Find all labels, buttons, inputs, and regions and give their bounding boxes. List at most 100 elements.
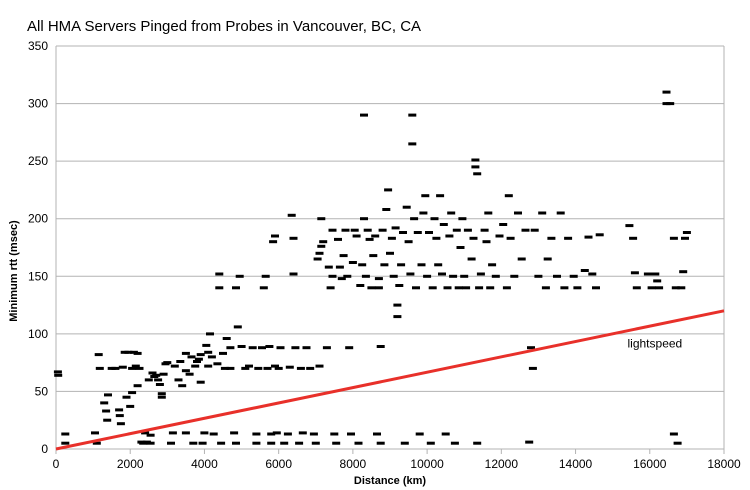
data-point [430, 217, 439, 221]
data-point [350, 228, 359, 232]
y-tick-label: 250 [28, 154, 48, 168]
x-axis-label: Distance (km) [354, 475, 426, 487]
data-point [436, 194, 445, 198]
data-point [204, 350, 213, 354]
data-point [662, 90, 671, 94]
data-point [354, 441, 363, 445]
data-point [573, 286, 582, 290]
data-point [313, 257, 322, 261]
data-point [397, 263, 406, 267]
data-point [135, 366, 144, 370]
data-point [181, 351, 190, 355]
data-point [384, 188, 393, 192]
data-point [237, 345, 246, 348]
data-point [187, 355, 196, 359]
data-point [61, 432, 70, 436]
data-point [463, 228, 472, 232]
data-point [146, 441, 155, 445]
data-point [510, 274, 519, 278]
data-points [53, 90, 691, 445]
data-point [373, 432, 381, 436]
data-point [222, 337, 231, 340]
data-point [220, 366, 229, 370]
data-point [61, 441, 70, 445]
data-point [202, 343, 211, 347]
data-point [295, 441, 304, 445]
data-point [679, 270, 688, 274]
data-point [410, 217, 419, 221]
data-point [287, 213, 296, 217]
data-point [128, 391, 137, 395]
data-point [491, 274, 500, 278]
data-point [217, 441, 226, 445]
data-point [547, 236, 556, 240]
data-point [426, 441, 435, 445]
data-point [360, 113, 368, 117]
data-point [283, 432, 292, 436]
data-point [486, 286, 495, 290]
lightspeed-line-group [55, 309, 725, 451]
data-point [643, 272, 652, 276]
chart-title: All HMA Servers Pinged from Probes in Va… [27, 18, 422, 35]
x-tick-label: 4000 [191, 457, 218, 471]
y-tick-label: 150 [28, 269, 48, 283]
data-point [200, 431, 209, 435]
data-point [245, 364, 253, 368]
data-point [495, 234, 504, 238]
y-tick-label: 300 [28, 97, 48, 111]
data-point [404, 240, 413, 244]
data-point [315, 251, 324, 255]
data-point [456, 246, 465, 249]
data-point [428, 286, 437, 290]
data-point [267, 441, 276, 445]
data-point [102, 409, 111, 413]
data-point [460, 274, 469, 278]
data-point [248, 346, 257, 350]
data-point [209, 432, 218, 436]
data-point [651, 272, 660, 276]
data-point [91, 431, 99, 435]
data-point [527, 346, 535, 350]
data-point [215, 272, 224, 276]
data-point [528, 366, 537, 370]
data-point [569, 274, 578, 278]
data-point [488, 263, 497, 267]
data-point [207, 355, 216, 359]
data-point [337, 277, 346, 281]
data-point [269, 240, 278, 244]
data-point [53, 370, 62, 374]
data-point [534, 274, 543, 278]
x-tick-label: 16000 [633, 457, 667, 471]
data-point [115, 408, 124, 412]
data-point [400, 441, 409, 445]
data-point [584, 235, 593, 239]
data-point [538, 211, 547, 215]
data-point [365, 237, 374, 241]
data-point [408, 113, 417, 117]
data-point [319, 240, 328, 244]
data-point [204, 364, 213, 368]
data-point [402, 205, 411, 209]
data-point [374, 286, 383, 290]
data-point [213, 362, 222, 366]
data-point [311, 441, 320, 445]
x-tick-label: 14000 [559, 457, 593, 471]
data-point [265, 345, 274, 348]
data-point [382, 208, 391, 211]
data-point [276, 346, 285, 350]
data-point [280, 441, 289, 445]
data-point [339, 254, 348, 258]
data-point [92, 441, 101, 445]
data-point [124, 350, 133, 354]
data-point [95, 366, 104, 370]
data-point [469, 236, 478, 240]
data-point [361, 274, 370, 278]
grid-lines [55, 45, 725, 450]
data-point [157, 395, 166, 399]
data-point [356, 284, 365, 287]
data-point [421, 194, 430, 198]
data-point [141, 431, 150, 435]
data-point [324, 265, 333, 269]
x-tick-label: 8000 [340, 457, 367, 471]
